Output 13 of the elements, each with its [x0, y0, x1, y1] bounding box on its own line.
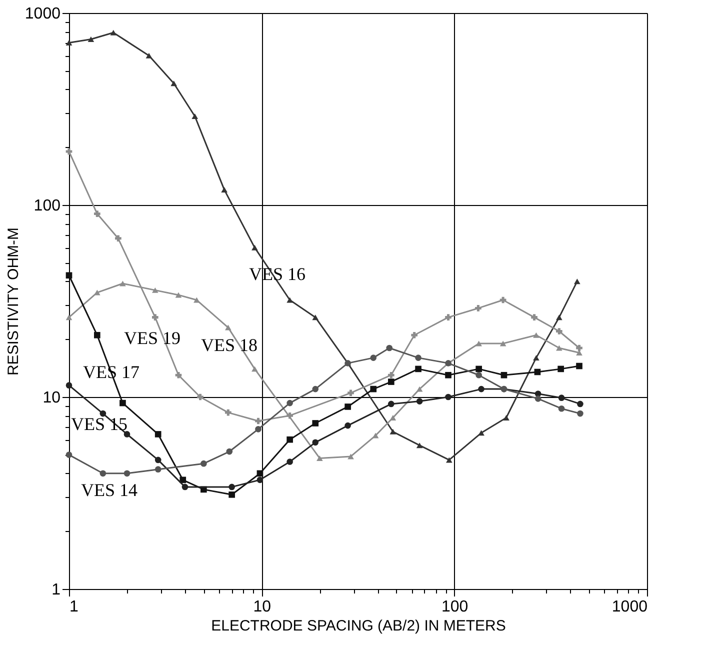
y-tick-label: 1	[52, 582, 61, 598]
x-axis-title: ELECTRODE SPACING (AB/2) IN METERS	[211, 618, 506, 634]
y-tick-label: 1000	[24, 6, 61, 22]
x-tick-label: 10	[253, 598, 272, 616]
annotation: VES 19	[124, 328, 181, 348]
x-tick-label: 1000	[612, 598, 648, 616]
y-tick-label: 100	[34, 198, 61, 214]
x-tick-label: 100	[441, 598, 468, 616]
annotation: VES 14	[81, 480, 138, 500]
annotation: VES 18	[201, 335, 258, 355]
x-tick-label: 1	[70, 598, 78, 616]
y-tick-label: 10	[42, 390, 61, 406]
y-axis-title: RESISTIVITY OHM-M	[4, 227, 22, 376]
